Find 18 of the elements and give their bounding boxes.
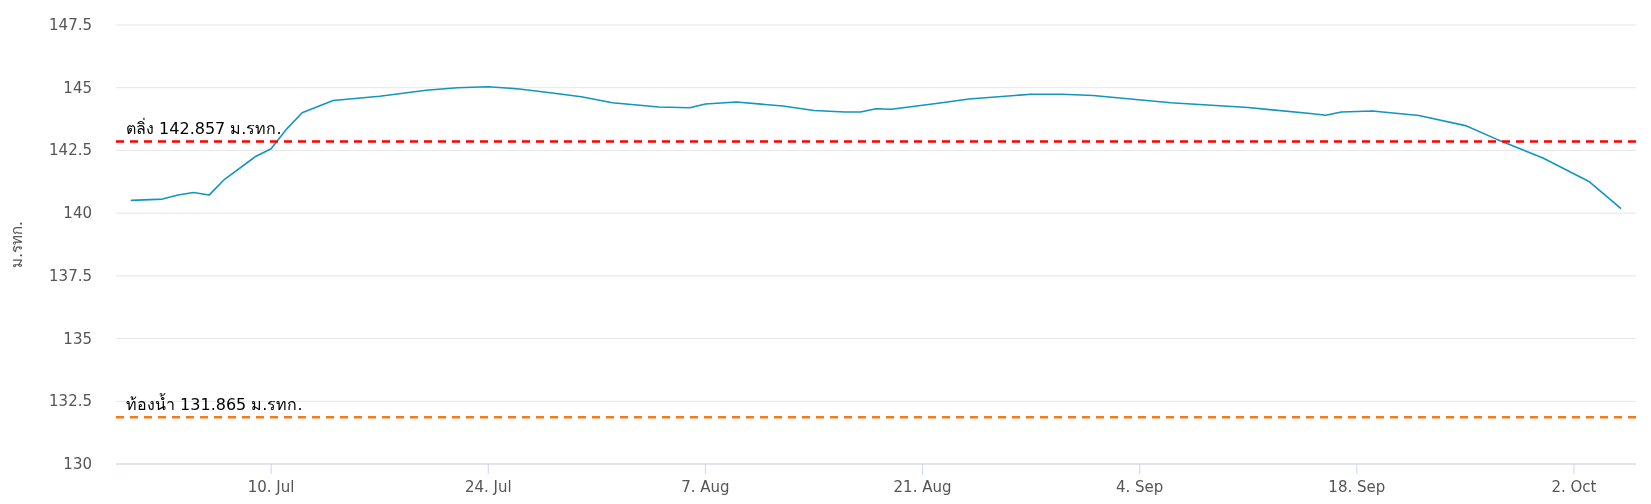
x-tick-label: 2. Oct bbox=[1551, 478, 1597, 496]
ref-line-label: ตลิ่ง 142.857 ม.รทก. bbox=[126, 117, 282, 139]
x-tick-label: 18. Sep bbox=[1328, 478, 1386, 496]
x-tick-label: 24. Jul bbox=[464, 478, 512, 496]
y-tick-label: 140 bbox=[63, 204, 92, 223]
y-tick-label: 147.5 bbox=[49, 16, 92, 34]
y-tick-label: 145 bbox=[63, 78, 92, 97]
y-tick-label: 135 bbox=[63, 329, 92, 348]
x-tick-label: 21. Aug bbox=[893, 478, 952, 496]
ref-line-label: ท้องน้ำ 131.865 ม.รทก. bbox=[126, 393, 303, 415]
y-tick-label: 132.5 bbox=[49, 392, 92, 411]
y-tick-label: 130 bbox=[63, 455, 92, 473]
x-tick-label: 7. Aug bbox=[681, 478, 730, 496]
y-tick-label: 137.5 bbox=[49, 266, 92, 285]
x-tick-label: 4. Sep bbox=[1115, 478, 1164, 496]
y-tick-label: 142.5 bbox=[49, 141, 92, 160]
y-axis-title: ม.รทก. bbox=[8, 221, 26, 268]
x-tick-label: 10. Jul bbox=[247, 478, 295, 496]
